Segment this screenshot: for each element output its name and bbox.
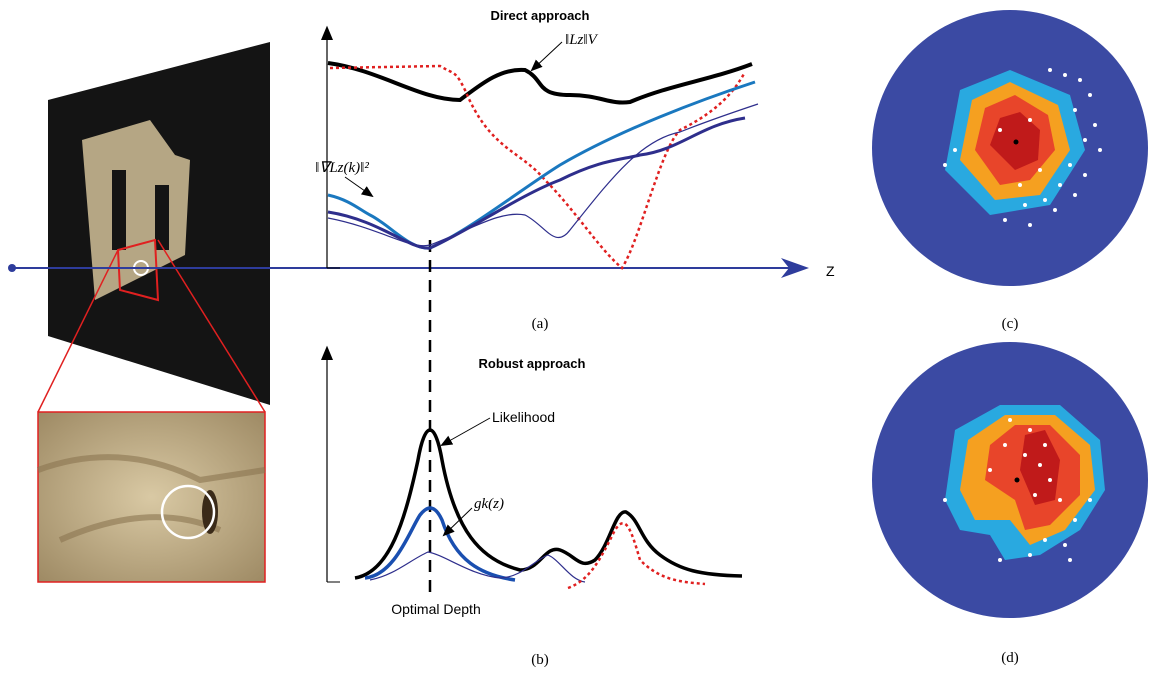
sphere-d bbox=[872, 342, 1148, 618]
pointer bbox=[532, 42, 562, 70]
curve-red-b bbox=[568, 523, 705, 588]
caption: (c) bbox=[1002, 316, 1019, 332]
label-likelihood: Likelihood bbox=[492, 409, 555, 425]
label-depth: Optimal Depth bbox=[391, 601, 480, 617]
temple-gap bbox=[155, 185, 169, 250]
curve-norm-v bbox=[328, 63, 752, 103]
page: {"panel_a": {"title": "Direct approach",… bbox=[0, 0, 1154, 675]
zoom-inset bbox=[38, 412, 265, 582]
z-axis-label: Z bbox=[826, 263, 835, 279]
sphere-c bbox=[872, 10, 1148, 286]
pointer bbox=[345, 177, 372, 196]
curve-grad-blue bbox=[328, 82, 755, 248]
pointer bbox=[442, 418, 490, 445]
caption: (d) bbox=[1001, 650, 1019, 666]
label-gk: gk(z) bbox=[474, 496, 504, 512]
figure: Z Direct approach ‖Lz‖V ‖∇Lz(k)‖² (a) Ro… bbox=[0, 0, 1154, 670]
temple-gap bbox=[112, 170, 126, 250]
panel-title: Direct approach bbox=[491, 8, 590, 23]
label-grad: ‖∇Lz(k)‖² bbox=[315, 160, 369, 176]
label-norm-v: ‖Lz‖V bbox=[565, 32, 599, 48]
panel-title: Robust approach bbox=[479, 356, 586, 371]
center-point bbox=[1015, 478, 1020, 483]
center-point bbox=[1014, 140, 1019, 145]
curve-gk bbox=[365, 508, 515, 580]
caption: (a) bbox=[532, 316, 549, 332]
caption: (b) bbox=[531, 652, 549, 668]
